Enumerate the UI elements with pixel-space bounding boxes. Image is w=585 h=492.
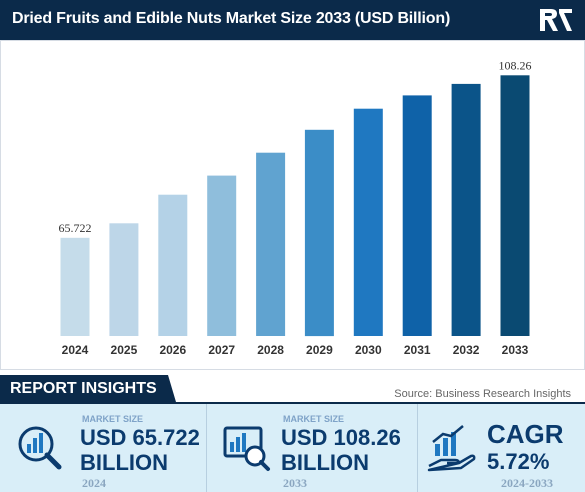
card-value: CAGR (487, 419, 564, 449)
card-value: USD 108.26 (281, 425, 401, 450)
bar-2025 (109, 223, 139, 336)
bar-2031 (402, 95, 432, 337)
x-tick-label: 2028 (257, 343, 284, 357)
card-small-label: MARKET SIZE (283, 414, 345, 424)
card-year: 2024-2033 (501, 476, 553, 490)
insights-label: REPORT INSIGHTS (10, 380, 157, 397)
card-year: 2033 (283, 476, 307, 490)
bar-2032 (451, 83, 481, 337)
x-tick-label: 2025 (111, 343, 138, 357)
x-tick-label: 2031 (404, 343, 431, 357)
card-market-size-2024: MARKET SIZE USD 65.722 BILLION 2024 (0, 404, 206, 492)
dashboard-magnifier-icon (223, 426, 270, 471)
data-label: 65.722 (59, 221, 92, 235)
insights-band: REPORT INSIGHTS Source: Business Researc… (0, 375, 585, 402)
card-unit: BILLION (80, 450, 168, 475)
card-small-label: MARKET SIZE (82, 414, 144, 424)
x-tick-label: 2032 (453, 343, 480, 357)
x-tick-label: 2030 (355, 343, 382, 357)
bar-chart: 2024 65.722 2025 2026 2027 2028 2029 2030 2031 20… (59, 58, 532, 357)
header: Dried Fruits and Edible Nuts Market Size… (0, 0, 585, 40)
brand-logo-icon (540, 9, 572, 31)
source-note: Source: Business Research Insights (394, 388, 571, 400)
bar-2029 (304, 129, 334, 337)
card-unit: 5.72% (487, 449, 550, 474)
x-tick-label: 2029 (306, 343, 333, 357)
page-title: Dried Fruits and Edible Nuts Market Size… (12, 10, 451, 27)
insight-cards: MARKET SIZE USD 65.722 BILLION 2024 MARK… (0, 402, 585, 492)
x-tick-label: 2033 (502, 343, 529, 357)
x-tick-label: 2026 (159, 343, 186, 357)
chart-area: 2024 65.722 2025 2026 2027 2028 2029 2030 2031 20… (0, 40, 585, 370)
card-unit: BILLION (281, 450, 369, 475)
bar-2033 (500, 75, 530, 337)
card-year: 2024 (82, 476, 106, 490)
card-market-size-2033: MARKET SIZE USD 108.26 BILLION 2033 (206, 404, 418, 492)
bar-2026 (158, 194, 188, 336)
x-tick-label: 2024 (62, 343, 89, 357)
bar-chart-magnifier-icon (18, 426, 62, 470)
card-cagr: CAGR 5.72% 2024-2033 (417, 404, 585, 492)
data-label: 108.26 (499, 58, 532, 72)
card-value: USD 65.722 (80, 425, 200, 450)
bar-2027 (207, 175, 237, 336)
x-tick-label: 2027 (208, 343, 235, 357)
bar-2028 (256, 152, 286, 336)
hand-growth-chart-icon (427, 425, 476, 472)
bar-2030 (353, 108, 383, 336)
bar-2024 (60, 237, 90, 336)
insights-tab (0, 375, 176, 402)
